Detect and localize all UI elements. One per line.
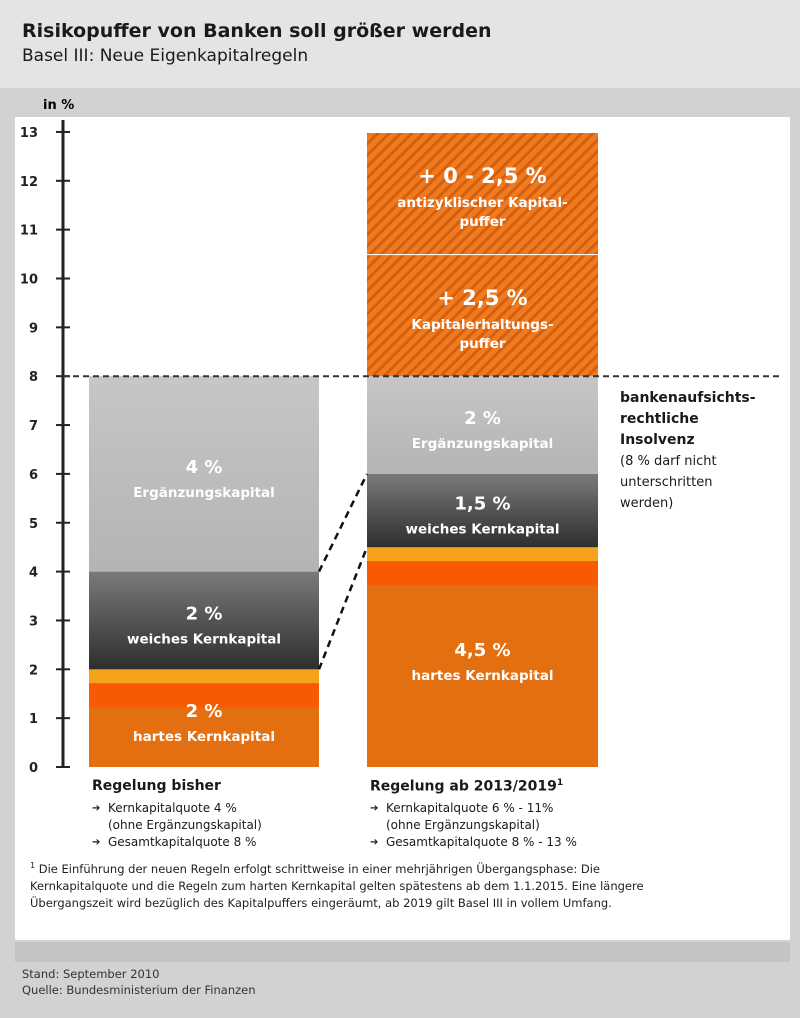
y-tick-label: 7 [29, 419, 38, 434]
bar-highlight [89, 669, 319, 684]
chart-title: Risikopuffer von Banken soll größer werd… [22, 20, 492, 42]
bullet-item: Gesamtkapitalquote 8 % [92, 834, 262, 851]
bar-highlight [367, 561, 598, 586]
bar-segment-weich [367, 473, 598, 548]
column-title-bisher: Regelung bisher [92, 778, 221, 794]
chart-subtitle: Basel III: Neue Eigenkapitalregeln [22, 46, 309, 66]
footnote-marker: 1 [30, 861, 36, 870]
stand-date: Stand: September 2010 [22, 967, 160, 981]
footnote-ref: 1 [556, 778, 564, 788]
segment-name-label: hartes Kernkapital [133, 729, 275, 745]
header: Risikopuffer von Banken soll größer werd… [0, 0, 800, 88]
threshold-note: (8 % darf nicht unterschritten werden) [620, 454, 717, 511]
segment-name-label: hartes Kernkapital [412, 668, 554, 684]
y-tick-label: 5 [29, 517, 38, 532]
bullet-item: (ohne Ergänzungskapital) [386, 818, 540, 832]
bar-column-0: 2 % hartes Kernkapital 2 % weiches Kernkapi… [89, 376, 319, 767]
column-title-neu-text: Regelung ab 2013/2019 [370, 778, 557, 795]
bar-segment-ergaenzung [367, 376, 598, 474]
segment-value-label: 2 % [186, 603, 223, 624]
y-tick-label: 11 [20, 224, 38, 239]
bullet-item: Kernkapitalquote 4 % [92, 800, 262, 817]
bullet-item: Kernkapitalquote 6 % - 11% [370, 800, 577, 817]
footnote-text: Die Einführung der neuen Regeln erfolgt … [30, 861, 644, 910]
segment-value-label: + 2,5 % [437, 286, 527, 310]
segment-value-label: 4,5 % [454, 640, 510, 661]
column-title-neu: Regelung ab 2013/20191 [370, 778, 563, 795]
bar-segment-ergaenzung [89, 376, 319, 572]
segment-value-label: 4 % [186, 457, 223, 478]
segment-value-label: 2 % [464, 408, 501, 429]
column-bullets-neu: Kernkapitalquote 6 % - 11% (ohne Ergänzu… [370, 800, 577, 851]
bar-segment-puffer [367, 254, 598, 377]
bars: 2 % hartes Kernkapital 2 % weiches Kernkapi… [89, 130, 598, 767]
y-tick-label: 8 [29, 370, 38, 385]
bar-highlight [89, 683, 319, 708]
y-tick-label: 1 [29, 712, 38, 727]
y-axis-label: in % [43, 98, 74, 113]
bar-highlight [367, 547, 598, 562]
y-tick-label: 0 [29, 761, 38, 776]
segment-name-label: Ergänzungskapital [412, 436, 554, 452]
bar-segment-weich [89, 571, 319, 670]
footnote: 1 Die Einführung der neuen Regeln erfolg… [30, 857, 660, 912]
y-tick-label: 10 [20, 273, 38, 288]
bullet-item: Gesamtkapitalquote 8 % - 13 % [370, 834, 577, 851]
y-tick-label: 6 [29, 468, 38, 483]
y-tick-label: 13 [20, 126, 38, 141]
connector-line [317, 546, 369, 670]
y-tick-label: 2 [29, 663, 38, 678]
connector-lines [317, 473, 369, 670]
source: Quelle: Bundesministerium der Finanzen [22, 983, 256, 997]
column-bullets-bisher: Kernkapitalquote 4 % (ohne Ergänzungskap… [92, 800, 262, 851]
segment-name-label: Ergänzungskapital [133, 485, 275, 501]
segment-name-label: weiches Kernkapital [127, 631, 281, 647]
divider [15, 942, 790, 962]
segment-value-label: + 0 - 2,5 % [418, 164, 546, 188]
y-tick-label: 12 [20, 175, 38, 190]
bar-segment-puffer [367, 131, 598, 255]
threshold-label: bankenaufsichts-rechtliche Insolvenz [620, 390, 756, 448]
connector-line [317, 473, 369, 573]
bar-column-1: 4,5 % hartes Kernkapital 1,5 % weiches Kern… [367, 130, 598, 767]
segment-value-label: 2 % [186, 701, 223, 722]
segment-name-label: weiches Kernkapital [406, 522, 560, 538]
segment-name-label: Kapitalerhaltungs- [411, 317, 553, 333]
y-tick-label: 9 [29, 321, 38, 336]
y-tick-label: 3 [29, 614, 38, 629]
segment-name-label: puffer [459, 336, 505, 352]
segment-name-label: antizyklischer Kapital- [397, 195, 568, 211]
segment-name-label: puffer [459, 214, 505, 230]
y-tick-label: 4 [29, 566, 38, 581]
bullet-item: (ohne Ergänzungskapital) [108, 818, 262, 832]
segment-value-label: 1,5 % [454, 494, 510, 515]
